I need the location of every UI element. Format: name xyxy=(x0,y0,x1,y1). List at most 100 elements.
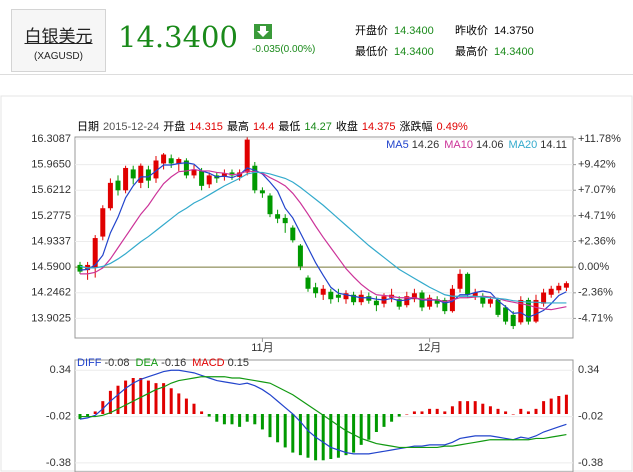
macd-bar xyxy=(458,401,462,414)
quote-field: 昨收价 14.3750 xyxy=(455,22,534,38)
macd-bar xyxy=(336,414,340,458)
candle-body xyxy=(480,296,486,304)
legend-value: 14.06 xyxy=(476,139,504,151)
candle-body xyxy=(199,170,205,186)
y2-tick-label: +4.71% xyxy=(578,210,616,222)
macd-bar xyxy=(238,414,242,427)
macd-bar xyxy=(374,414,378,432)
field-value: 14.3400 xyxy=(394,46,434,58)
macd-bar xyxy=(222,414,226,425)
candle-body xyxy=(556,285,562,291)
y2-tick-label: -2.36% xyxy=(578,287,613,299)
candle-body xyxy=(275,214,281,219)
info-value: 14.375 xyxy=(362,121,396,133)
legend-value: 0.15 xyxy=(228,357,249,369)
info-value: 14.315 xyxy=(189,121,223,133)
quote-field: 最高价 14.3400 xyxy=(455,43,534,59)
candle-body xyxy=(328,291,334,300)
legend: DIFF -0.08 DEA -0.16 MACD 0.15 xyxy=(77,357,249,369)
candle-body xyxy=(427,297,433,307)
macd-bar xyxy=(412,411,416,414)
candle-body xyxy=(130,169,136,179)
candle-body xyxy=(183,160,189,176)
info-label: 收盘 xyxy=(336,119,358,133)
candle-body xyxy=(503,307,509,322)
info-line: 日期 2015-12-24 开盘 14.315 最高 14.4 最低 14.27 收盘 14.37… xyxy=(77,119,468,133)
candle-body xyxy=(313,287,319,294)
y2-tick-label: -0.38 xyxy=(578,457,603,469)
candle-body xyxy=(100,208,106,237)
candle-body xyxy=(161,154,167,164)
legend-value: -0.08 xyxy=(104,357,129,369)
macd-bar xyxy=(108,390,112,414)
candle-body xyxy=(153,160,159,179)
candle-body xyxy=(548,288,554,295)
candle-body xyxy=(563,283,569,288)
x-tick-label: 11月 xyxy=(251,342,273,354)
ma-line xyxy=(79,162,567,318)
macd-bar xyxy=(86,414,90,417)
frame xyxy=(0,95,633,472)
macd-line xyxy=(79,369,567,455)
macd-bar xyxy=(207,414,211,417)
macd-bar xyxy=(93,411,97,414)
macd-bar xyxy=(192,403,196,414)
candle-body xyxy=(343,293,349,300)
macd-bar xyxy=(466,401,470,414)
quote-field: 开盘价 14.3400 xyxy=(355,22,434,38)
symbol-name[interactable]: 白银美元 xyxy=(24,27,93,46)
macd-bar xyxy=(298,414,302,456)
macd-bar xyxy=(420,411,424,414)
candle-body xyxy=(259,190,265,194)
candle-body xyxy=(206,175,212,185)
candle-body xyxy=(123,167,129,191)
candle-body xyxy=(366,296,372,301)
macd-bar xyxy=(276,414,280,443)
legend-name: MA5 xyxy=(386,139,409,151)
candle-body xyxy=(487,299,493,304)
macd-bar xyxy=(390,414,394,422)
candle-body xyxy=(434,299,440,304)
candle-body xyxy=(77,264,83,272)
macd-bar xyxy=(139,378,143,414)
field-label: 昨收价 xyxy=(455,25,488,37)
candle-body xyxy=(495,299,501,315)
candle-body xyxy=(138,165,144,183)
candle-body xyxy=(404,296,410,306)
y-tick-label: 0.34 xyxy=(50,364,71,376)
legend-name: MA10 xyxy=(444,139,473,151)
field-value: 14.3400 xyxy=(494,46,534,58)
macd-bar xyxy=(382,414,386,427)
macd-line xyxy=(80,376,567,449)
macd-bar xyxy=(329,414,333,459)
quote-field: 最低价 14.3400 xyxy=(355,43,434,59)
macd-bar xyxy=(405,414,409,415)
legend-name: DIFF xyxy=(77,357,102,369)
candle-body xyxy=(320,288,326,295)
candle-body xyxy=(92,238,98,268)
symbol-box: 白银美元 (XAGUSD) xyxy=(11,9,106,72)
candle-body xyxy=(282,217,288,224)
macd-bar xyxy=(131,378,135,414)
macd-bar xyxy=(291,414,295,453)
price-change: -0.035(0.00%) xyxy=(252,44,316,55)
macd-bar xyxy=(542,401,546,414)
candle-body xyxy=(411,293,417,300)
y-tick-label: 14.9337 xyxy=(31,235,71,247)
candle-body xyxy=(267,195,273,215)
macd-bar xyxy=(496,408,500,414)
macd-bar xyxy=(526,411,530,414)
quote-header: 白银美元 (XAGUSD) 14.3400 -0.035(0.00%) 开盘价 1… xyxy=(0,0,633,75)
ma-line xyxy=(80,168,567,311)
info-value: 14.27 xyxy=(304,121,332,133)
macd-bar xyxy=(534,408,538,414)
info-value: 14.4 xyxy=(253,121,274,133)
macd-bar xyxy=(511,414,515,415)
candle-body xyxy=(244,139,250,173)
candle-body xyxy=(533,299,539,322)
macd-bar xyxy=(169,388,173,414)
info-value: 2015-12-24 xyxy=(103,121,159,133)
macd-bar xyxy=(124,380,128,414)
y-tick-label: 14.2462 xyxy=(31,287,71,299)
